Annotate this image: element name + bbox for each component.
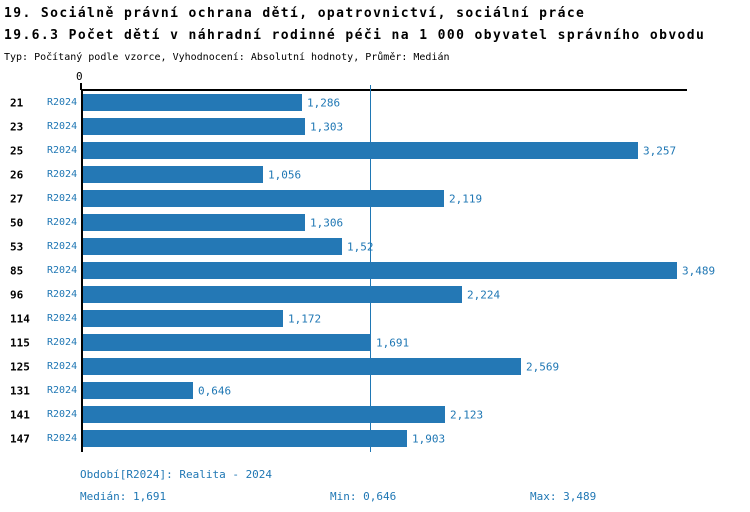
y-axis-line — [81, 89, 83, 452]
series-label: R2024 — [47, 361, 78, 372]
series-label: R2024 — [47, 97, 78, 108]
bar-row: 50 R2024 1,306 — [0, 214, 750, 238]
series-label: R2024 — [47, 169, 78, 180]
bar-row: 96 R2024 2,224 — [0, 286, 750, 310]
bar-value-label: 3,489 — [682, 264, 716, 278]
report-section-title: 19. Sociálně právní ochrana dětí, opatro… — [4, 6, 586, 21]
plot-area: 21 R2024 1,286 23 R2024 1,303 25 R2024 3,257 26 R2… — [0, 94, 750, 454]
series-label: R2024 — [47, 217, 78, 228]
category-label: 125 — [10, 360, 30, 374]
bar[interactable] — [83, 358, 521, 375]
series-label: R2024 — [47, 313, 78, 324]
bar-value-label: 1,903 — [412, 432, 446, 446]
bar[interactable] — [83, 142, 638, 159]
series-label: R2024 — [47, 193, 78, 204]
bar-row: 25 R2024 3,257 — [0, 142, 750, 166]
bar[interactable] — [83, 430, 407, 447]
x-axis-zero-tick-mark — [80, 83, 82, 90]
x-axis-line — [81, 89, 687, 91]
bar-row: 114 R2024 1,172 — [0, 310, 750, 334]
bar-value-label: 1,306 — [310, 216, 344, 230]
stat-min: Min: 0,646 — [330, 490, 397, 503]
bar[interactable] — [83, 286, 462, 303]
series-label: R2024 — [47, 241, 78, 252]
series-label: R2024 — [47, 337, 78, 348]
bar-value-label: 2,123 — [450, 408, 484, 422]
bar-row: 21 R2024 1,286 — [0, 94, 750, 118]
bar-value-label: 1,172 — [288, 312, 322, 326]
bar-value-label: 2,224 — [467, 288, 501, 302]
stat-median: Medián: 1,691 — [80, 490, 167, 503]
bar[interactable] — [83, 166, 263, 183]
bar-row: 23 R2024 1,303 — [0, 118, 750, 142]
series-label: R2024 — [47, 289, 78, 300]
category-label: 25 — [10, 144, 24, 158]
bar-row: 141 R2024 2,123 — [0, 406, 750, 430]
bar-row: 53 R2024 1,52 — [0, 238, 750, 262]
bar-value-label: 3,257 — [643, 144, 677, 158]
bar[interactable] — [83, 118, 305, 135]
stat-max: Max: 3,489 — [530, 490, 597, 503]
bar[interactable] — [83, 214, 305, 231]
bar-value-label: 1,286 — [307, 96, 341, 110]
category-label: 21 — [10, 96, 24, 110]
series-label: R2024 — [47, 121, 78, 132]
series-label: R2024 — [47, 433, 78, 444]
bar-row: 27 R2024 2,119 — [0, 190, 750, 214]
bar[interactable] — [83, 94, 302, 111]
category-label: 147 — [10, 432, 30, 446]
chart-note: Typ: Počítaný podle vzorce, Vyhodnocení:… — [4, 52, 450, 63]
category-label: 96 — [10, 288, 24, 302]
x-axis-zero-tick-label: 0 — [76, 70, 83, 83]
bar[interactable] — [83, 190, 444, 207]
bar-value-label: 1,52 — [347, 240, 374, 254]
category-label: 115 — [10, 336, 30, 350]
bar-row: 26 R2024 1,056 — [0, 166, 750, 190]
category-label: 131 — [10, 384, 30, 398]
bar-row: 147 R2024 1,903 — [0, 430, 750, 454]
category-label: 141 — [10, 408, 30, 422]
bar-value-label: 2,119 — [449, 192, 483, 206]
category-label: 114 — [10, 312, 30, 326]
bar[interactable] — [83, 310, 283, 327]
bar[interactable] — [83, 238, 342, 255]
category-label: 53 — [10, 240, 24, 254]
category-label: 85 — [10, 264, 24, 278]
bar[interactable] — [83, 406, 445, 423]
bar-value-label: 2,569 — [526, 360, 560, 374]
category-label: 23 — [10, 120, 24, 134]
bar-value-label: 1,303 — [310, 120, 344, 134]
bar-row: 115 R2024 1,691 — [0, 334, 750, 358]
bar-row: 125 R2024 2,569 — [0, 358, 750, 382]
bar-value-label: 1,691 — [376, 336, 410, 350]
series-label: R2024 — [47, 385, 78, 396]
bar-value-label: 0,646 — [198, 384, 232, 398]
category-label: 27 — [10, 192, 24, 206]
series-label: R2024 — [47, 409, 78, 420]
bar-row: 131 R2024 0,646 — [0, 382, 750, 406]
bar-row: 85 R2024 3,489 — [0, 262, 750, 286]
bar[interactable] — [83, 382, 193, 399]
category-label: 50 — [10, 216, 24, 230]
bar-value-label: 1,056 — [268, 168, 302, 182]
category-label: 26 — [10, 168, 24, 182]
series-label: R2024 — [47, 265, 78, 276]
period-legend: Období[R2024]: Realita - 2024 — [80, 468, 273, 481]
indicator-title: 19.6.3 Počet dětí v náhradní rodinné péč… — [4, 28, 706, 43]
series-label: R2024 — [47, 145, 78, 156]
bar[interactable] — [83, 334, 371, 351]
bar[interactable] — [83, 262, 677, 279]
